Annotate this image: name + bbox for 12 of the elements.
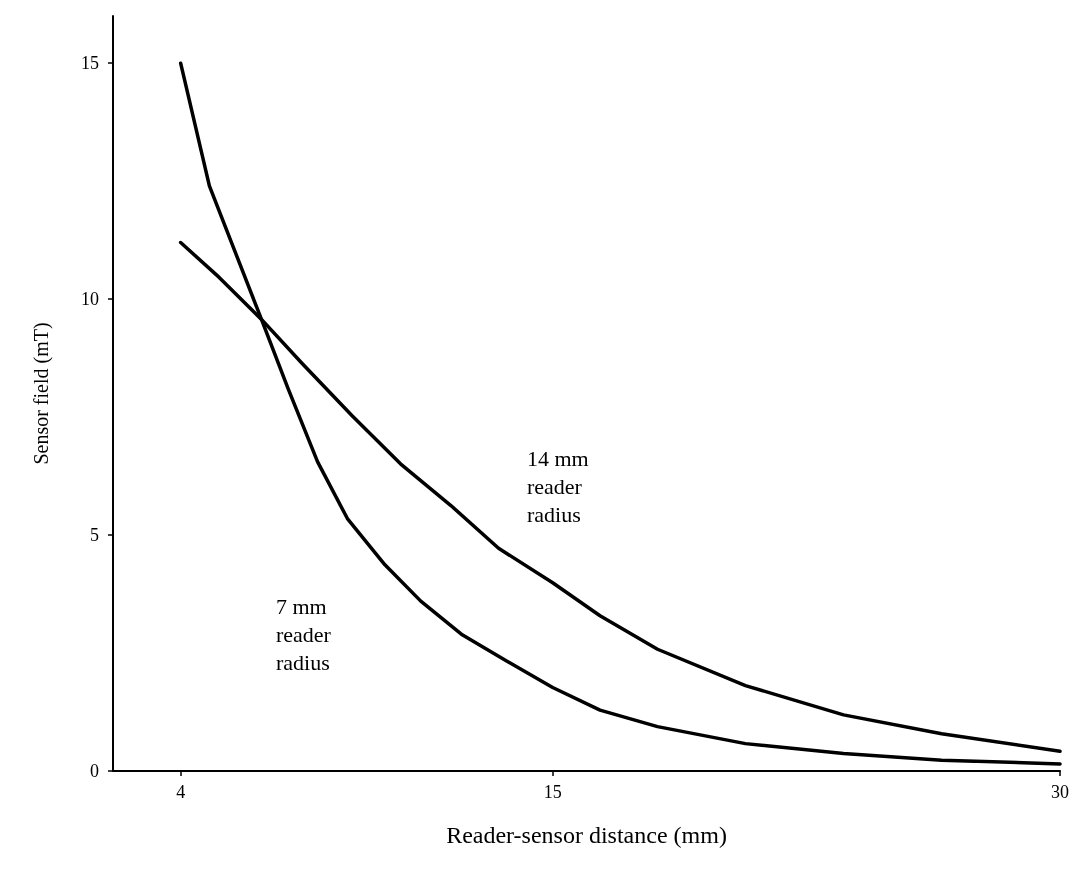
y-axis-title: Sensor field (mT) [30, 322, 53, 465]
y-tick-label: 0 [90, 761, 99, 781]
line-series [178, 61, 1062, 766]
y-tick-label: 15 [81, 53, 99, 74]
y-tick-label: 5 [90, 525, 99, 546]
x-tick-label: 30 [1051, 782, 1069, 802]
x-tick-label: 15 [543, 782, 562, 802]
x-tick-label: 4 [176, 782, 186, 802]
y-tick-label: 10 [81, 289, 99, 310]
x-axis-title: Reader-sensor distance (mm) [446, 822, 727, 848]
annotation: 7 mm reader radius [276, 593, 332, 675]
annotation: 14 mm reader radius [527, 445, 589, 527]
